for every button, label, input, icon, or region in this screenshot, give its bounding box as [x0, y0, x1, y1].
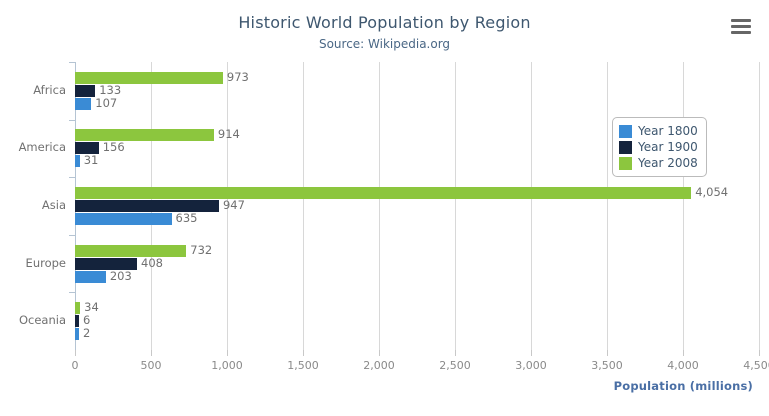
x-axis-tick-label: 500	[140, 359, 162, 372]
gridline	[455, 62, 456, 350]
y-axis-tick	[69, 119, 75, 121]
x-axis-tick-label: 1,500	[287, 359, 319, 372]
y-axis-category-label-oceania: Oceania	[18, 313, 66, 328]
x-axis-tick-label: 4,500	[743, 359, 769, 372]
chart-legend: Year 1800 Year 1900 Year 2008	[612, 117, 707, 177]
bar-value-label: 203	[109, 268, 132, 283]
legend-item-year-2008[interactable]: Year 2008	[619, 155, 698, 171]
gridline	[303, 62, 304, 350]
hamburger-menu-icon[interactable]	[729, 17, 753, 37]
plot-area: 973 133 107 914 156 31 4,054 947 635 732 408 203 34 6…	[75, 62, 759, 350]
x-axis-tick-label: 1,000	[211, 359, 243, 372]
y-axis-tick	[69, 292, 75, 294]
legend-swatch-year-1800	[619, 124, 632, 138]
y-axis-tick	[69, 234, 75, 236]
bar-europe-year-1800[interactable]	[75, 270, 106, 283]
bar-europe-year-2008[interactable]	[75, 244, 187, 257]
bar-value-label: 31	[83, 153, 99, 168]
legend-item-year-1800[interactable]: Year 1800	[619, 123, 698, 139]
bar-oceania-year-1800[interactable]	[75, 328, 79, 341]
bar-oceania-year-1900[interactable]	[75, 315, 79, 328]
bar-asia-year-2008[interactable]	[75, 187, 692, 199]
x-axis-title[interactable]: Population (millions)	[613, 379, 753, 393]
bar-value-label: 914	[217, 127, 240, 142]
bar-value-label: 947	[222, 198, 245, 212]
bar-america-year-1900[interactable]	[75, 142, 99, 155]
x-axis-tick-label: 0	[71, 359, 79, 372]
x-axis-tick	[607, 350, 608, 356]
legend-item-year-1900[interactable]: Year 1900	[619, 139, 698, 155]
bar-africa-year-1900[interactable]	[75, 84, 96, 97]
y-axis-category-label-asia: Asia	[41, 198, 66, 212]
bar-value-label: 408	[141, 255, 163, 270]
x-axis-tick-label: 2,500	[439, 359, 471, 372]
gridline	[227, 62, 228, 350]
bar-value-label: 635	[175, 211, 198, 225]
menu-bar-1	[731, 19, 751, 22]
gridline	[683, 62, 684, 350]
x-axis-tick-label: 3,000	[515, 359, 547, 372]
bar-value-label: 732	[190, 242, 213, 257]
x-axis-tick	[303, 350, 304, 356]
x-axis-tick	[455, 350, 456, 356]
bar-value-label: 4,054	[695, 185, 729, 199]
bar-asia-year-1800[interactable]	[75, 213, 172, 225]
legend-label-year-2008: Year 2008	[638, 156, 698, 170]
bar-africa-year-1800[interactable]	[75, 97, 92, 110]
legend-label-year-1800: Year 1800	[638, 124, 698, 138]
x-axis-tick	[759, 350, 760, 356]
chart-subtitle: Source: Wikipedia.org	[318, 37, 451, 51]
y-axis-category-label-europe: Europe	[25, 255, 66, 270]
menu-bar-3	[731, 31, 751, 34]
x-axis-tick	[683, 350, 684, 356]
x-axis-tick-label: 4,000	[667, 359, 699, 372]
bar-oceania-year-2008[interactable]	[75, 302, 81, 315]
bar-asia-year-1900[interactable]	[75, 200, 219, 212]
gridline	[759, 62, 760, 350]
y-axis-category-label-america: America	[18, 140, 66, 155]
bar-value-label: 107	[95, 95, 118, 110]
bar-value-label: 34	[84, 300, 99, 315]
bar-africa-year-2008[interactable]	[75, 71, 223, 84]
legend-label-year-1900: Year 1900	[638, 140, 698, 154]
bar-value-label: 6	[83, 313, 91, 328]
bar-value-label: 156	[102, 140, 125, 155]
x-axis-tick	[531, 350, 532, 356]
y-axis-category-label-africa: Africa	[33, 82, 66, 97]
bar-value-label: 973	[226, 69, 249, 84]
bar-value-label: 133	[99, 82, 122, 97]
bar-america-year-1800[interactable]	[75, 155, 80, 168]
legend-swatch-year-2008	[619, 156, 632, 170]
x-axis-tick-label: 3,500	[591, 359, 623, 372]
gridline	[379, 62, 380, 350]
legend-swatch-year-1900	[619, 140, 632, 154]
menu-bar-2	[731, 25, 751, 28]
y-axis-tick	[69, 177, 75, 179]
y-axis-tick	[69, 62, 75, 63]
chart-title: Historic World Population by Region	[238, 13, 531, 32]
x-axis-tick	[227, 350, 228, 356]
bar-value-label: 2	[83, 326, 91, 341]
bar-europe-year-1900[interactable]	[75, 257, 138, 270]
x-axis-tick	[151, 350, 152, 356]
x-axis-tick	[379, 350, 380, 356]
bar-america-year-2008[interactable]	[75, 129, 214, 142]
gridline	[531, 62, 532, 350]
x-axis-tick-label: 2,000	[363, 359, 395, 372]
gridline	[607, 62, 608, 350]
x-axis-tick	[75, 350, 76, 356]
